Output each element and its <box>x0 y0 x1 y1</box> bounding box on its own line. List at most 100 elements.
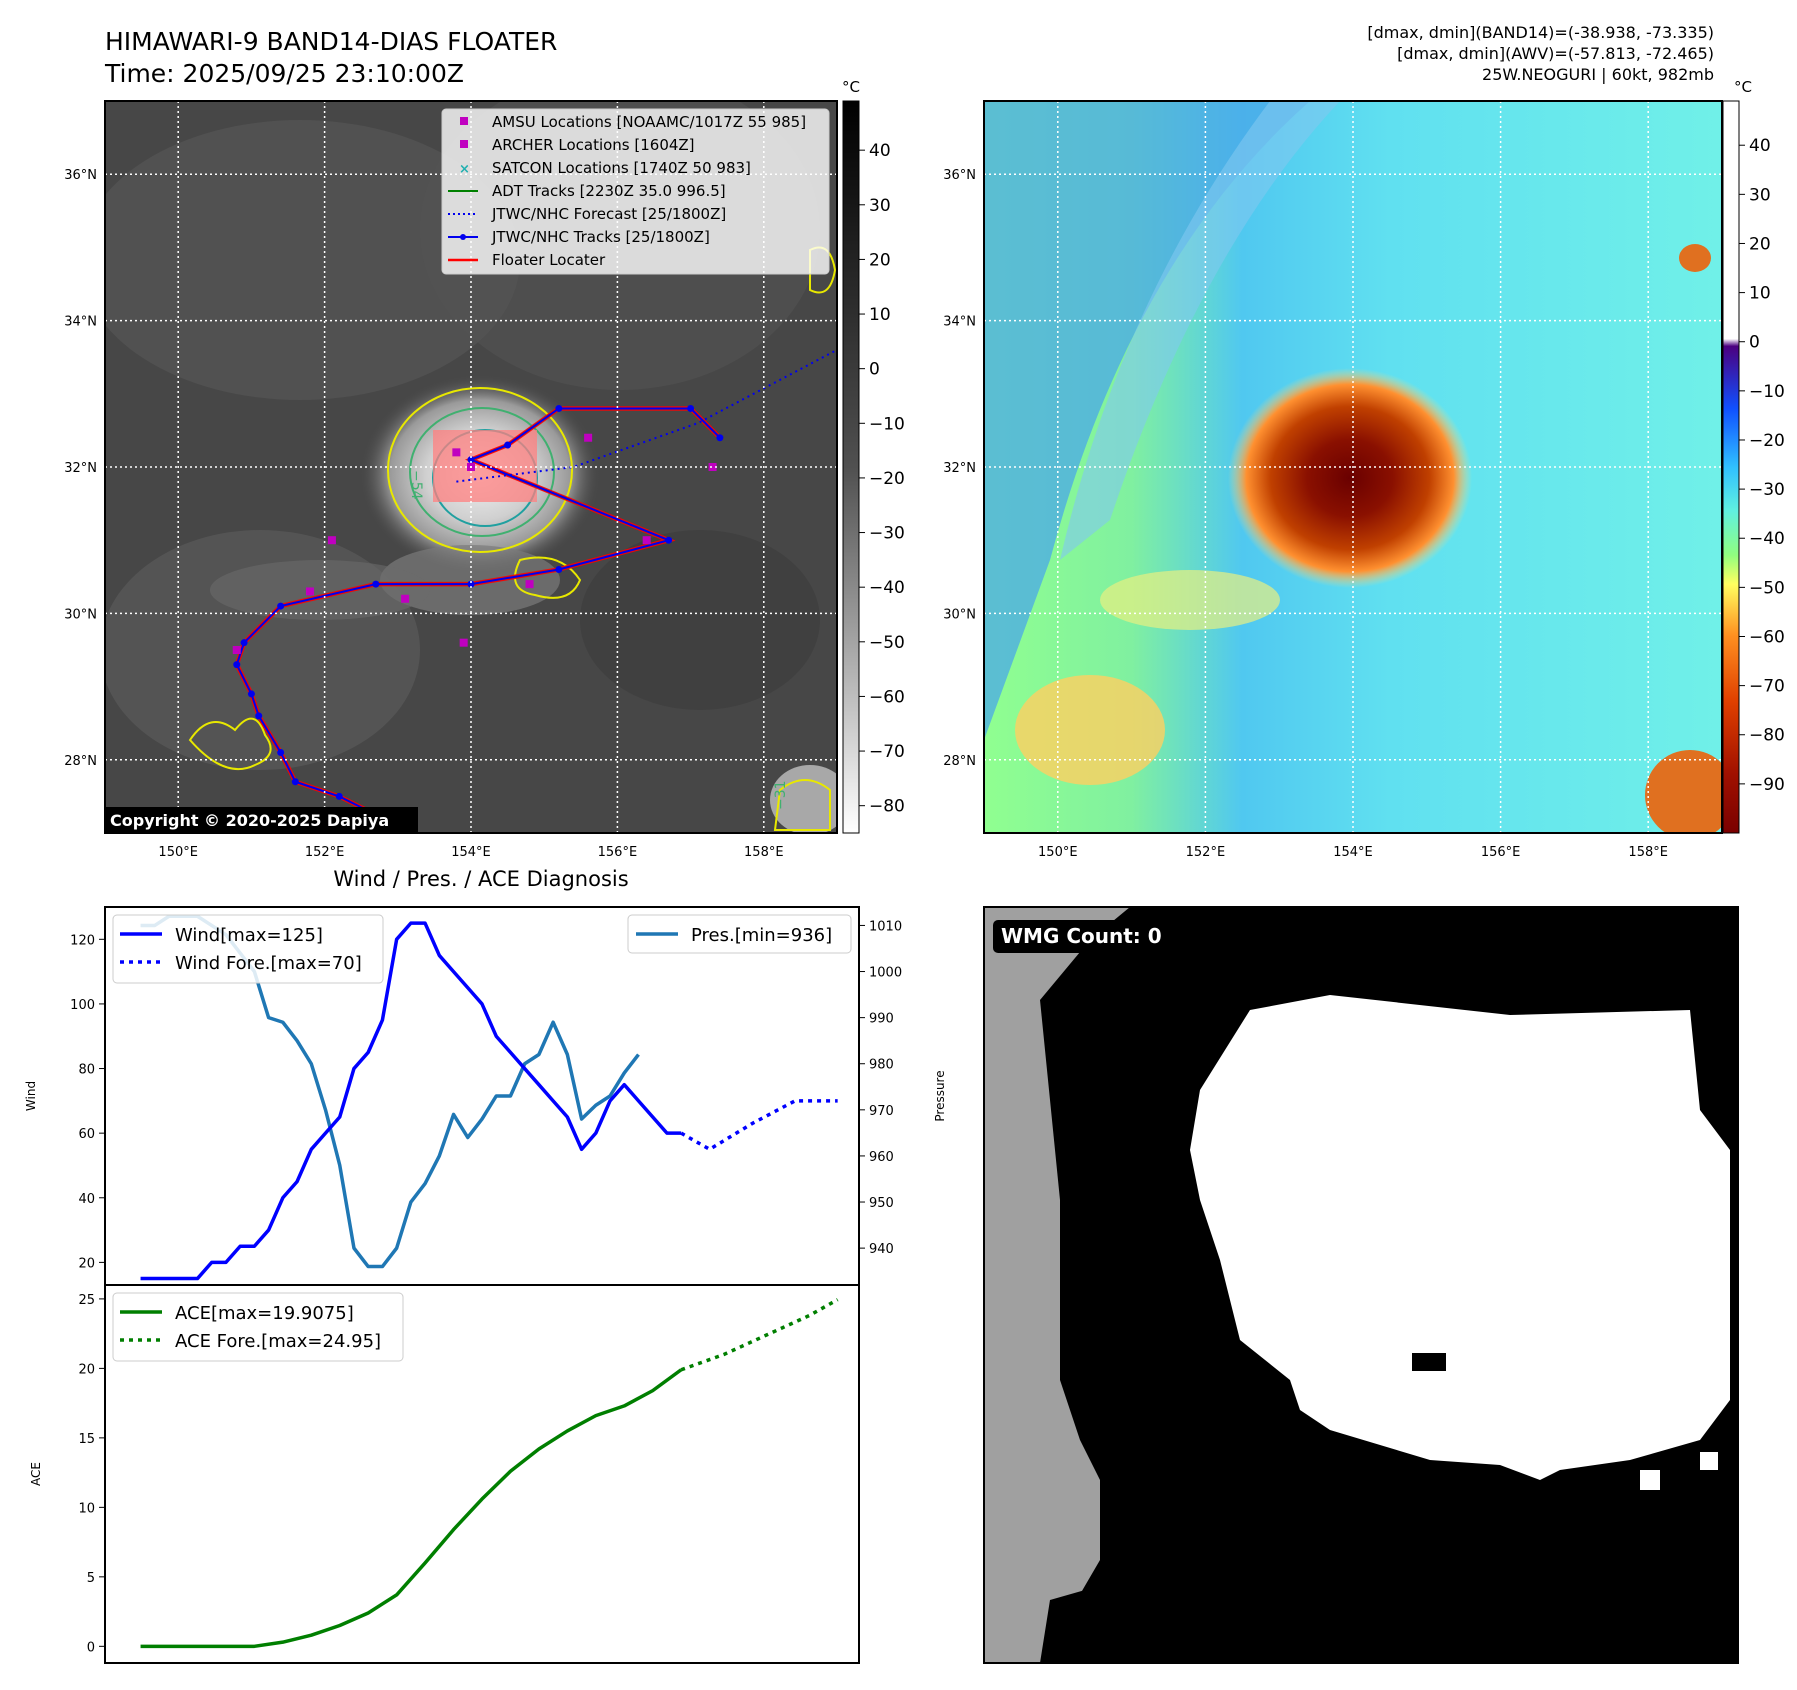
legend-adt: ADT Tracks [2230Z 35.0 996.5] <box>492 182 726 200</box>
ace-line <box>140 1368 683 1649</box>
ir-lat-label: 32°N <box>64 461 97 476</box>
pressure-tick-label: 970 <box>869 1104 894 1119</box>
wind-ylabel: Wind <box>24 1081 38 1111</box>
jtwc-track-point <box>335 792 343 800</box>
ir-axis-labels: 150°E 152°E 154°E 156°E 158°E 36°N 34°N 32°N 30°… <box>64 168 783 860</box>
contour-label-54: −54 <box>408 470 424 500</box>
ir-lon-label: 154°E <box>451 845 491 860</box>
awv-map-panel: 150°E 152°E 154°E 156°E 158°E 36°N 34°N 32°N 30°… <box>943 100 1723 860</box>
awv-cbar-tick-label: 0 <box>1749 333 1760 353</box>
awv-lon-label: 152°E <box>1186 845 1226 860</box>
jtwc-track-point <box>555 565 563 573</box>
awv-cbar-tick-label: −50 <box>1749 578 1785 598</box>
contour-label-31: −31 <box>773 780 789 810</box>
ace-tick-label: 5 <box>87 1571 95 1586</box>
ir-cbar-tick-label: −10 <box>869 414 905 434</box>
legend-tracks: JTWC/NHC Tracks [25/1800Z] <box>491 228 710 246</box>
info-band14: [dmax, dmin](BAND14)=(-38.938, -73.335) <box>1367 23 1714 42</box>
awv-lon-label: 156°E <box>1481 845 1521 860</box>
ir-legend: AMSU Locations [NOAAMC/1017Z 55 985] ARC… <box>441 108 830 275</box>
legend-archer: ARCHER Locations [1604Z] <box>492 136 695 154</box>
awv-lon-label: 158°E <box>1628 845 1668 860</box>
wind-yticks: 20 40 60 80 100 120 <box>70 933 105 1271</box>
jtwc-track-point <box>233 661 241 669</box>
awv-colorbar: °C 40 30 20 10 0 −10 −20 −30 −40 −50 −60 −70 −80 −90 <box>1722 78 1785 834</box>
info-awv: [dmax, dmin](AWV)=(-57.813, -72.465) <box>1397 44 1714 63</box>
amsu-point <box>401 594 410 603</box>
ir-lon-label: 158°E <box>744 845 784 860</box>
awv-cbar-tick-label: −60 <box>1749 627 1785 647</box>
jtwc-track-point <box>247 690 255 698</box>
awv-cbar-tick-label: −70 <box>1749 677 1785 697</box>
pressure-yticks: 940 950 960 970 980 990 1000 1010 <box>859 919 902 1257</box>
legend-ace-forecast: ACE Fore.[max=24.95] <box>175 1331 381 1352</box>
awv-cbar-tick-label: 40 <box>1749 136 1771 156</box>
legend-ace: ACE[max=19.9075] <box>175 1303 354 1324</box>
amsu-point <box>305 587 314 596</box>
awv-cbar-tick-label: −20 <box>1749 431 1785 451</box>
jtwc-track-point <box>277 602 285 610</box>
ir-lon-label: 156°E <box>598 845 638 860</box>
pressure-tick-label: 960 <box>869 1150 894 1165</box>
awv-colorbar-unit: °C <box>1734 78 1752 96</box>
ir-cbar-tick-label: −40 <box>869 578 905 598</box>
legend-tracks-dot <box>460 234 466 240</box>
wmg-badge <box>993 920 1173 953</box>
legend-satcon-marker: × <box>459 162 470 177</box>
wind-pressure-chart: Wind Pressure 20 40 60 80 100 120 940 950 960 97… <box>24 906 947 1286</box>
amsu-point <box>708 463 717 471</box>
wind-tick-label: 120 <box>70 933 95 948</box>
wind-tick-label: 60 <box>78 1127 95 1142</box>
legend-pressure: Pres.[min=936] <box>691 925 832 946</box>
amsu-point <box>525 580 534 589</box>
jtwc-track-point <box>277 748 285 756</box>
ir-cbar-tick-label: −50 <box>869 633 905 653</box>
ir-track-overlay <box>232 348 837 815</box>
ir-cbar-tick-label: 0 <box>869 360 880 380</box>
legend-wind: Wind[max=125] <box>175 925 323 946</box>
jtwc-track-point <box>255 712 263 720</box>
ir-lat-label: 36°N <box>64 168 97 183</box>
ace-chart: ACE 0 5 10 15 20 25 ACE[max=19.9075] ACE Fore… <box>29 1284 860 1664</box>
wind-tick-label: 40 <box>78 1192 95 1207</box>
ace-ylabel: ACE <box>29 1462 43 1486</box>
awv-gridlines <box>984 101 1722 833</box>
ir-cbar-tick-label: −30 <box>869 524 905 544</box>
diag-title: Wind / Pres. / ACE Diagnosis <box>333 867 628 891</box>
awv-cbar-tick-label: −10 <box>1749 382 1785 402</box>
awv-cbar-tick-label: 20 <box>1749 234 1771 254</box>
ir-colorbar: °C 40 30 20 10 0 −10 −20 −30 −40 −50 −60 −70 −80 <box>842 78 905 834</box>
ace-tick-label: 15 <box>78 1432 95 1447</box>
jtwc-track <box>235 407 721 812</box>
ir-cbar-tick-label: 40 <box>869 141 891 161</box>
ir-cbar-tick-label: 30 <box>869 196 891 216</box>
ir-map-panel: −54 −31 150°E 152°E 154°E 156°E 158°E 36°N 34°… <box>64 100 838 860</box>
jtwc-track-point <box>372 580 380 588</box>
amsu-point <box>232 646 241 654</box>
wind-tick-label: 20 <box>78 1256 95 1271</box>
awv-cbar-tick-label: −30 <box>1749 480 1785 500</box>
awv-lat-label: 36°N <box>943 168 976 183</box>
awv-lon-label: 150°E <box>1038 845 1078 860</box>
awv-lat-label: 30°N <box>943 607 976 622</box>
wind-forecast-line <box>680 1099 838 1152</box>
pressure-tick-label: 1010 <box>869 919 902 934</box>
pressure-tick-label: 950 <box>869 1196 894 1211</box>
ir-lat-label: 30°N <box>64 607 97 622</box>
ace-tick-label: 20 <box>78 1362 95 1377</box>
awv-cbar-tick-label: −90 <box>1749 775 1785 795</box>
ace-tick-label: 0 <box>87 1640 95 1655</box>
figure-title: HIMAWARI-9 BAND14-DIAS FLOATER <box>105 27 557 56</box>
pressure-legend: Pres.[min=936] <box>627 914 852 954</box>
ir-lat-label: 34°N <box>64 315 97 330</box>
legend-satcon: SATCON Locations [1740Z 50 983] <box>492 159 751 177</box>
info-storm: 25W.NEOGURI | 60kt, 982mb <box>1482 65 1714 84</box>
jtwc-track-point <box>665 536 673 544</box>
awv-imagery <box>984 101 1722 833</box>
pressure-tick-label: 940 <box>869 1242 894 1257</box>
awv-lat-label: 32°N <box>943 461 976 476</box>
pressure-tick-label: 990 <box>869 1012 894 1027</box>
jtwc-track-point <box>467 456 475 464</box>
amsu-point <box>642 536 651 545</box>
